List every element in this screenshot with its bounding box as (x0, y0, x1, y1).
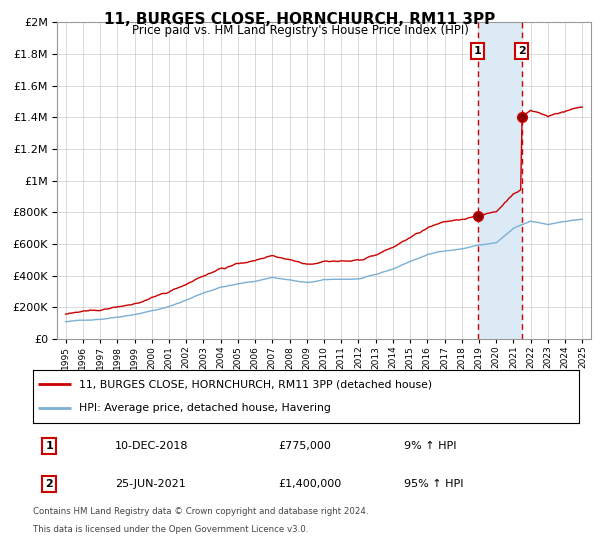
Text: 2: 2 (518, 46, 526, 56)
Bar (478, 22, 522, 339)
Text: £775,000: £775,000 (279, 441, 332, 451)
Text: Contains HM Land Registry data © Crown copyright and database right 2024.: Contains HM Land Registry data © Crown c… (33, 507, 368, 516)
Text: 11, BURGES CLOSE, HORNCHURCH, RM11 3PP (detached house): 11, BURGES CLOSE, HORNCHURCH, RM11 3PP (… (79, 380, 433, 390)
Text: 11, BURGES CLOSE, HORNCHURCH, RM11 3PP: 11, BURGES CLOSE, HORNCHURCH, RM11 3PP (104, 12, 496, 27)
Text: 25-JUN-2021: 25-JUN-2021 (115, 479, 185, 489)
Text: 1: 1 (46, 441, 53, 451)
Text: 95% ↑ HPI: 95% ↑ HPI (404, 479, 464, 489)
Text: 10-DEC-2018: 10-DEC-2018 (115, 441, 188, 451)
Text: 9% ↑ HPI: 9% ↑ HPI (404, 441, 457, 451)
Text: HPI: Average price, detached house, Havering: HPI: Average price, detached house, Have… (79, 403, 331, 413)
Text: £1,400,000: £1,400,000 (279, 479, 342, 489)
Text: 1: 1 (474, 46, 482, 56)
Text: Price paid vs. HM Land Registry's House Price Index (HPI): Price paid vs. HM Land Registry's House … (131, 24, 469, 36)
Text: This data is licensed under the Open Government Licence v3.0.: This data is licensed under the Open Gov… (33, 525, 308, 534)
Text: 2: 2 (46, 479, 53, 489)
